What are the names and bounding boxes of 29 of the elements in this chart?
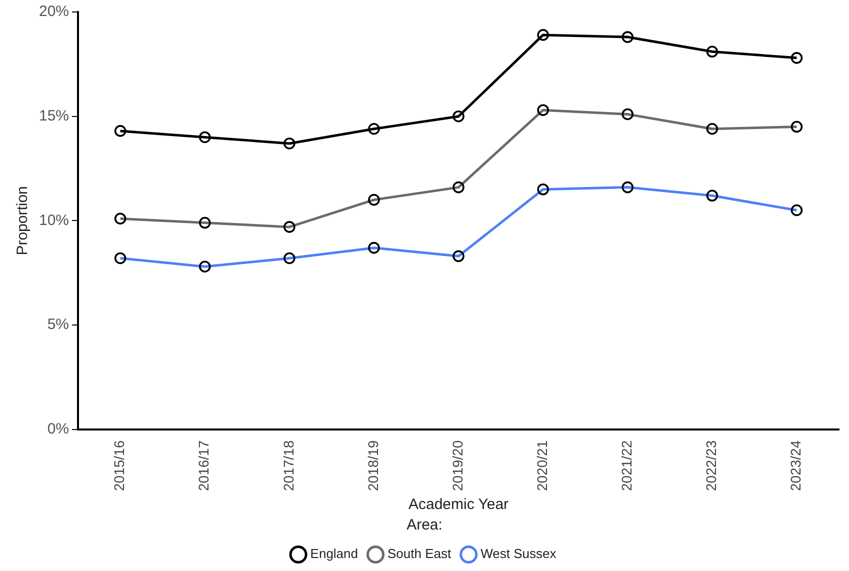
point — [452, 110, 464, 122]
point — [368, 122, 380, 135]
x-tick-label: 2019/20 — [449, 440, 466, 492]
point — [198, 131, 211, 144]
point — [706, 46, 718, 58]
y-tick-label: 20% — [38, 3, 70, 20]
y-axis-title: Proportion — [14, 186, 32, 256]
point — [284, 138, 296, 150]
legend-title: Area: — [406, 516, 442, 534]
y-tick-label: 15% — [38, 107, 70, 124]
x-tick-label: 2020/21 — [534, 440, 550, 492]
legend-label: West Sussex — [480, 546, 557, 562]
x-tick-label: 2021/22 — [618, 440, 634, 492]
x-tick-label: 2022/23 — [703, 440, 720, 492]
legend-label: South East — [387, 546, 452, 562]
point — [790, 52, 803, 64]
point — [537, 29, 549, 41]
x-tick-label: 2016/17 — [196, 440, 212, 492]
x-tick-label: 2017/18 — [280, 440, 296, 492]
legend-label: England — [310, 546, 358, 562]
point — [622, 31, 634, 43]
y-tick-label: 5% — [47, 316, 70, 334]
x-tick-label: 2023/24 — [788, 440, 804, 492]
x-axis-title: Academic Year — [408, 496, 509, 514]
y-tick-label: 0% — [47, 420, 70, 438]
point — [114, 125, 126, 137]
x-tick-label: 2015/16 — [111, 440, 128, 492]
y-tick-label: 10% — [38, 212, 70, 229]
x-tick-label: 2018/19 — [364, 440, 381, 492]
